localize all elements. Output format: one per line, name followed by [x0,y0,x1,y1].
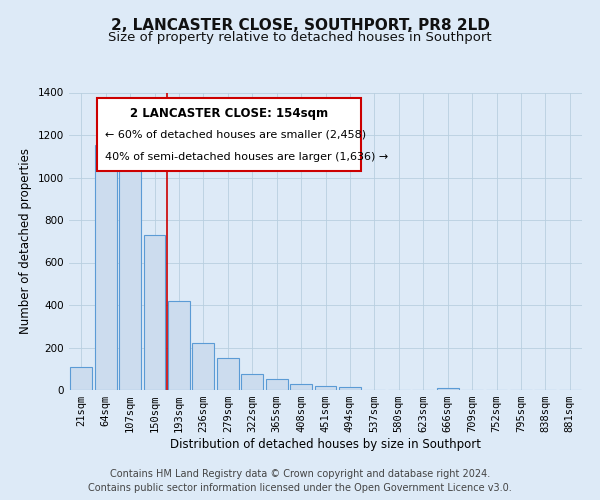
Bar [95,144,116,390]
Bar [339,387,361,390]
Y-axis label: Number of detached properties: Number of detached properties [19,148,32,334]
Bar [217,358,239,390]
Bar [119,146,141,390]
Text: Size of property relative to detached houses in Southport: Size of property relative to detached ho… [108,31,492,44]
Bar [241,374,263,390]
Bar [193,343,214,390]
X-axis label: Distribution of detached houses by size in Southport: Distribution of detached houses by size … [170,438,481,451]
Bar [70,366,92,390]
Bar [143,235,166,390]
Text: 2 LANCASTER CLOSE: 154sqm: 2 LANCASTER CLOSE: 154sqm [130,108,328,120]
Bar [290,384,312,390]
Text: Contains public sector information licensed under the Open Government Licence v3: Contains public sector information licen… [88,483,512,493]
Bar [266,380,287,390]
Bar [314,386,337,390]
Text: 2, LANCASTER CLOSE, SOUTHPORT, PR8 2LD: 2, LANCASTER CLOSE, SOUTHPORT, PR8 2LD [110,18,490,32]
Text: 40% of semi-detached houses are larger (1,636) →: 40% of semi-detached houses are larger (… [105,152,388,162]
Text: Contains HM Land Registry data © Crown copyright and database right 2024.: Contains HM Land Registry data © Crown c… [110,469,490,479]
FancyBboxPatch shape [97,98,361,172]
Text: ← 60% of detached houses are smaller (2,458): ← 60% of detached houses are smaller (2,… [105,130,366,140]
Bar [168,300,190,390]
Bar [437,388,458,390]
